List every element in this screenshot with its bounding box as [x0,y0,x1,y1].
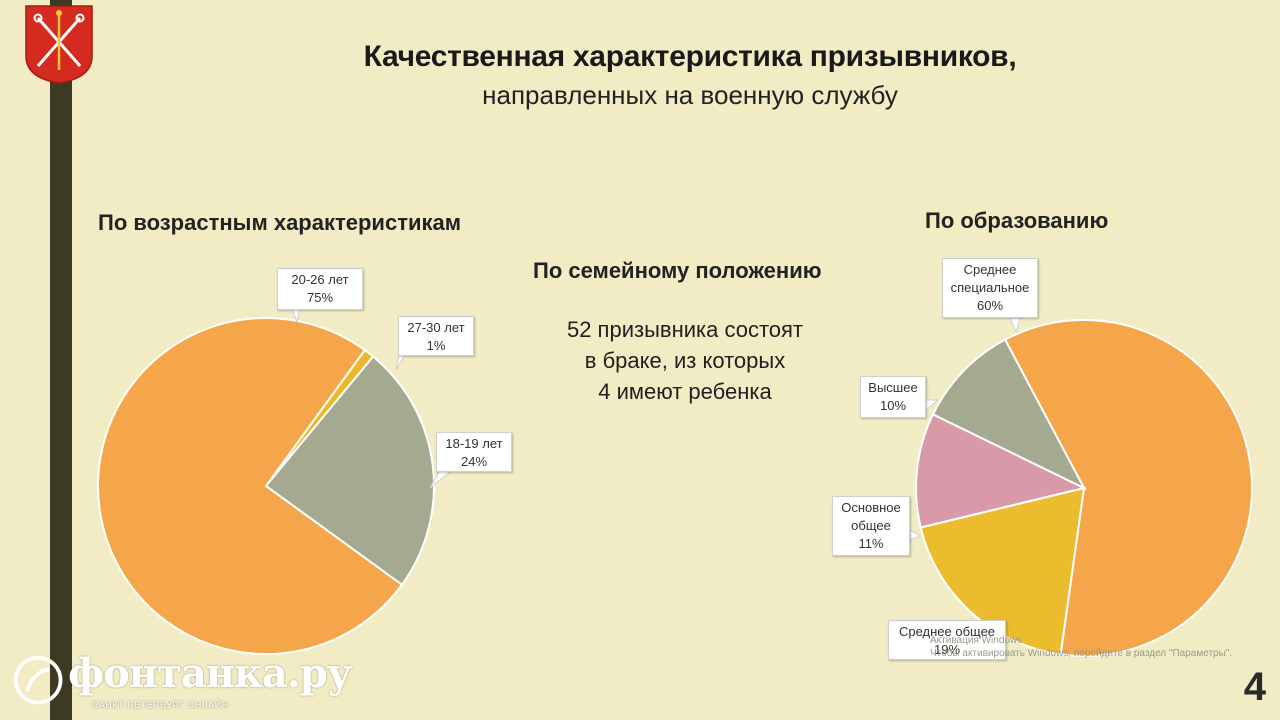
family-line-2: в браке, из которых [584,348,786,373]
fontanka-logo-icon [13,655,63,705]
edu-callout-higher: Высшее 10% [860,376,926,418]
age-slice-1 [264,355,435,587]
edu-callout-label: Высшее [868,380,918,395]
edu-callout-value: 19% [933,642,961,657]
age-callout-label: 27-30 лет [407,320,465,335]
slide-title: Качественная характеристика призывников, [363,40,1017,73]
slide-subtitle: направленных на военную службу [482,80,898,110]
age-callout-value: 1% [426,338,446,353]
edu-callout-label: Среднее общее [898,624,996,639]
age-callout-18-19: 18-19 лет 24% [436,432,512,472]
age-callout-20-26: 20-26 лет 75% [277,268,363,310]
age-pie-chart [97,317,435,655]
activation-line-2: Чтобы активировать Windows, перейдите в … [930,648,1233,659]
edu-callout-value: 10% [879,398,907,413]
family-heading: По семейному положению [533,258,822,283]
edu-callout-label: общее [851,518,891,533]
age-callout-value: 24% [460,454,488,469]
edu-slice-3 [931,338,1087,491]
edu-callout-value: 60% [976,298,1004,313]
edu-slice-1 [919,486,1086,656]
edu-callout-label: Среднее [963,262,1017,277]
age-callout-label: 20-26 лет [291,272,349,287]
education-pie-chart [915,319,1253,657]
windows-activation-notice: Активация Windows Чтобы активировать Win… [930,634,1232,660]
saint-petersburg-coat-of-arms-icon [25,5,93,84]
age-slice-2 [97,317,404,655]
activation-line-1: Активация Windows [930,635,1023,646]
family-line-3: 4 имеют ребенка [598,379,772,404]
age-callout-value: 75% [306,290,334,305]
edu-callout-label: Основное [841,500,901,515]
edu-slice-0 [1003,319,1253,657]
age-callout-27-30: 27-30 лет 1% [398,316,474,356]
family-line-1: 52 призывника состоят [566,317,804,342]
edu-callout-value: 11% [858,536,884,551]
education-chart-heading: По образованию [925,208,1109,233]
edu-callout-label: специальное [950,280,1030,295]
edu-callout-secondary-special: Среднее специальное 60% [942,258,1038,318]
age-chart-heading: По возрастным характеристикам [98,210,462,235]
watermark-brand: фонтанка.ру [68,650,352,697]
left-vertical-bar [50,0,72,720]
edu-slice-2 [915,413,1087,529]
edu-callout-basic-general: Основное общее 11% [832,496,910,556]
page-number: 4 [1243,665,1266,709]
edu-callout-secondary-general: Среднее общее 19% [888,620,1006,660]
family-status-text: 52 призывника состоят в браке, из которы… [500,314,870,407]
watermark-tagline: САНКТ-ПЕТЕРБУРГ ОНЛАЙН [92,700,229,710]
age-callout-label: 18-19 лет [445,436,503,451]
